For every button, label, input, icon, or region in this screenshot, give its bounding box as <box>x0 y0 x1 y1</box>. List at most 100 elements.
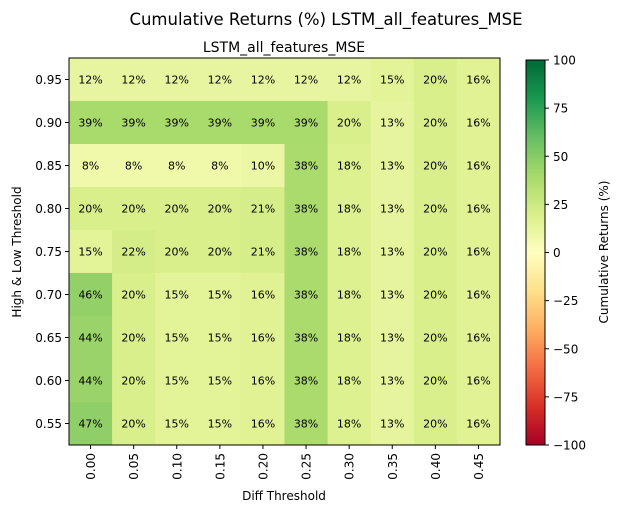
x-tick-label: 0.15 <box>213 453 227 480</box>
cell-value-label: 18% <box>337 418 361 431</box>
y-tick-label: 0.90 <box>35 116 62 130</box>
colorbar-tick-label: 75 <box>553 102 568 116</box>
heatmap-cell <box>456 58 501 102</box>
x-tick-label: 0.25 <box>300 453 314 480</box>
heatmap-cell <box>112 316 156 360</box>
cell-value-label: 8% <box>211 160 228 173</box>
heatmap-cell <box>413 58 458 102</box>
heatmap-cell <box>112 359 156 403</box>
heatmap-cell <box>198 402 242 446</box>
y-tick-label: 0.60 <box>35 374 62 388</box>
cell-value-label: 16% <box>466 375 490 388</box>
heatmap-cell <box>327 58 372 102</box>
colorbar-tick-label: −75 <box>553 390 578 404</box>
cell-value-label: 16% <box>466 289 490 302</box>
chart-title: Cumulative Returns (%) LSTM_all_features… <box>129 10 522 30</box>
cell-value-label: 16% <box>251 332 275 345</box>
heatmap-cell <box>284 58 328 102</box>
cell-value-label: 18% <box>337 160 361 173</box>
cell-value-label: 15% <box>380 74 404 87</box>
heatmap-cell <box>155 316 199 360</box>
heatmap-cell <box>69 230 113 274</box>
heatmap-cell <box>155 273 199 317</box>
cell-value-label: 20% <box>165 203 189 216</box>
cell-value-label: 18% <box>337 375 361 388</box>
cell-value-label: 46% <box>78 289 102 302</box>
heatmap-cell <box>413 402 458 446</box>
cell-value-label: 20% <box>423 117 447 130</box>
heatmap-cell <box>241 273 285 317</box>
heatmap-cell <box>155 101 199 145</box>
heatmap-cell <box>370 316 415 360</box>
x-tick-label: 0.30 <box>343 453 357 480</box>
cell-value-label: 12% <box>294 74 318 87</box>
heatmap-cell <box>413 187 458 231</box>
heatmap-cell <box>112 402 156 446</box>
heatmap-cell <box>112 187 156 231</box>
cell-value-label: 13% <box>380 332 404 345</box>
cell-value-label: 38% <box>294 246 318 259</box>
heatmap-cell <box>370 101 415 145</box>
heatmap-cell <box>370 230 415 274</box>
heatmap-cell <box>284 359 328 403</box>
cell-value-label: 38% <box>294 203 318 216</box>
y-axis: 0.95 0.90 0.85 0.80 0.75 0.70 0.65 0.60 0.55 <box>35 73 69 431</box>
cell-value-label: 20% <box>423 332 447 345</box>
cell-value-label: 8% <box>125 160 142 173</box>
heatmap-cell <box>370 273 415 317</box>
x-tick-label: 0.05 <box>127 453 141 480</box>
cell-value-label: 18% <box>337 246 361 259</box>
heatmap-cell <box>413 273 458 317</box>
cell-value-label: 20% <box>121 203 145 216</box>
cell-value-label: 13% <box>380 375 404 388</box>
y-tick-label: 0.55 <box>35 417 62 431</box>
heatmap-cell <box>198 359 242 403</box>
cell-value-label: 16% <box>466 246 490 259</box>
cell-value-label: 15% <box>165 332 189 345</box>
cell-value-label: 18% <box>337 289 361 302</box>
x-axis: 0.00 0.05 0.10 0.15 0.20 0.25 0.30 0.35 0.40 0.45 <box>84 445 486 480</box>
colorbar-label: Cumulative Returns (%) <box>597 181 611 324</box>
heatmap-cell <box>241 58 285 102</box>
colorbar-tick-label: 50 <box>553 150 568 164</box>
heatmap-cell <box>69 187 113 231</box>
cell-value-label: 38% <box>294 375 318 388</box>
heatmap-cell <box>327 316 372 360</box>
cell-value-label: 38% <box>294 289 318 302</box>
cell-value-label: 13% <box>380 289 404 302</box>
heatmap-cell <box>370 359 415 403</box>
colorbar-tick-label: 25 <box>553 198 568 212</box>
heatmap-cell <box>413 359 458 403</box>
heatmap-cell <box>327 230 372 274</box>
cell-value-label: 39% <box>251 117 275 130</box>
colorbar-tick-label: −100 <box>553 439 586 453</box>
heatmap-cell <box>112 58 156 102</box>
cell-value-label: 15% <box>208 289 232 302</box>
heatmap-cell <box>284 101 328 145</box>
x-tick-label: 0.10 <box>170 453 184 480</box>
cell-value-label: 20% <box>423 74 447 87</box>
chart-subtitle: LSTM_all_features_MSE <box>203 40 365 56</box>
heatmap-cell <box>284 316 328 360</box>
cell-value-label: 18% <box>337 203 361 216</box>
heatmap-cell <box>198 101 242 145</box>
cell-value-label: 20% <box>423 289 447 302</box>
cell-value-label: 15% <box>78 246 102 259</box>
heatmap-cell <box>198 144 242 188</box>
heatmap-cell <box>69 316 113 360</box>
y-tick-label: 0.75 <box>35 245 62 259</box>
cell-value-label: 12% <box>337 74 361 87</box>
heatmap-cell <box>284 230 328 274</box>
heatmap-cell <box>198 187 242 231</box>
heatmap-cell <box>456 101 501 145</box>
heatmap-cell <box>327 144 372 188</box>
heatmap-cells <box>69 58 501 446</box>
cell-value-label: 21% <box>251 246 275 259</box>
heatmap-cell <box>370 187 415 231</box>
heatmap-cell <box>413 230 458 274</box>
x-tick-label: 0.45 <box>472 453 486 480</box>
heatmap-cell <box>327 101 372 145</box>
y-tick-label: 0.70 <box>35 288 62 302</box>
heatmap-cell <box>456 316 501 360</box>
cell-value-label: 15% <box>208 375 232 388</box>
